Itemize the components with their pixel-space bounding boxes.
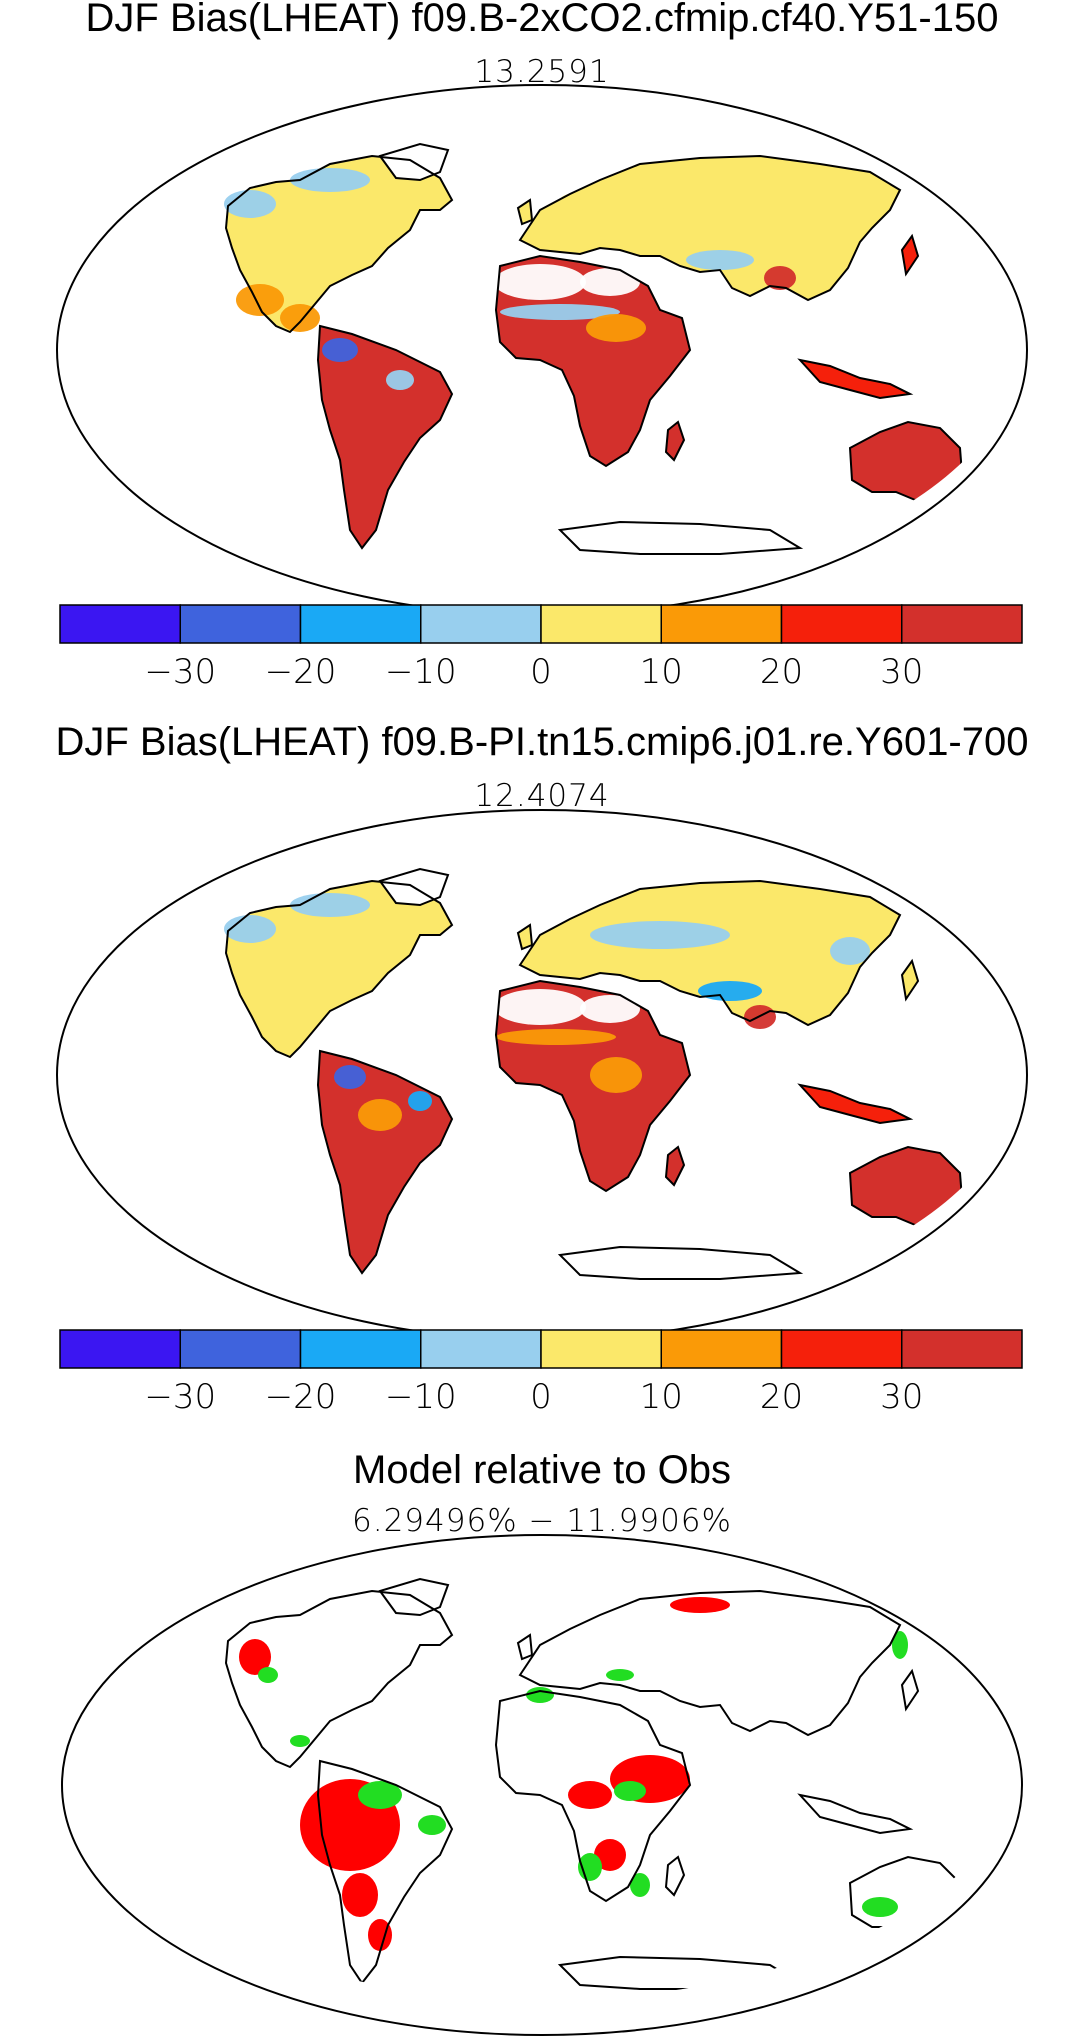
- coastlines: [224, 867, 964, 1280]
- colorbar-box: [179, 604, 302, 644]
- colorbar-tick-label: 20: [760, 652, 803, 692]
- colorbar-box: [780, 604, 903, 644]
- panel-3-map: [61, 1534, 1023, 2036]
- panel-1-global-mean: 13.2591: [474, 54, 610, 90]
- colorbar-box: [540, 604, 662, 644]
- panel-2-global-mean: 12.4074: [474, 778, 610, 814]
- colorbar-tick-label: −20: [265, 1377, 337, 1417]
- colorbar-box: [179, 1329, 302, 1369]
- map-frame: [61, 1534, 1023, 2036]
- panel-2-title: DJF Bias(LHEAT) f09.B-PI.tn15.cmip6.j01.…: [55, 720, 1029, 764]
- colorbar-box: [299, 604, 422, 644]
- colorbar-box: [299, 1329, 422, 1369]
- colorbar-tick-label: −20: [265, 652, 337, 692]
- colorbar-box: [660, 1329, 783, 1369]
- coastlines: [224, 142, 964, 555]
- coastlines: [224, 1577, 964, 1990]
- panel-1-map: [56, 84, 1028, 616]
- colorbar-box: [780, 1329, 903, 1369]
- colorbar-tick-label: 30: [880, 652, 923, 692]
- colorbar-tick-label: −30: [144, 652, 216, 692]
- colorbar-box: [540, 1329, 662, 1369]
- panel-3-range: 6.29496% − 11.9906%: [352, 1503, 732, 1539]
- colorbar-box: [660, 604, 783, 644]
- colorbar-tick-label: −10: [385, 1377, 457, 1417]
- colorbar-tick-label: −10: [385, 652, 457, 692]
- colorbar-boxes: [59, 1329, 1023, 1369]
- colorbar-box: [420, 1329, 542, 1369]
- colorbar-boxes: [59, 604, 1023, 644]
- panel-1-title: DJF Bias(LHEAT) f09.B-2xCO2.cfmip.cf40.Y…: [85, 0, 999, 40]
- colorbar-box: [901, 1329, 1023, 1369]
- colorbar-tick-label: 10: [640, 1377, 683, 1417]
- land-field: [226, 144, 962, 548]
- colorbar-tick-label: 30: [880, 1377, 923, 1417]
- colorbar-tick-label: −30: [144, 1377, 216, 1417]
- bias-patches: [224, 893, 870, 1131]
- colorbar-box: [59, 604, 181, 644]
- panel-2-colorbar: −30 −20 −10 0 10 20 30: [59, 1329, 1023, 1417]
- colorbar-tick-label: 20: [760, 1377, 803, 1417]
- bias-patches: [224, 168, 796, 390]
- colorbar-box: [59, 1329, 181, 1369]
- colorbar-tick-label: 0: [530, 1377, 552, 1417]
- panel-1-colorbar: −30 −20 −10 0 10 20 30: [59, 604, 1023, 692]
- colorbar-box: [901, 604, 1023, 644]
- panel-3-title: Model relative to Obs: [353, 1448, 731, 1492]
- colorbar-tick-label: 0: [530, 652, 552, 692]
- colorbar-tick-label: 10: [640, 652, 683, 692]
- panel-2-map: [56, 809, 1028, 1341]
- colorbar-box: [420, 604, 542, 644]
